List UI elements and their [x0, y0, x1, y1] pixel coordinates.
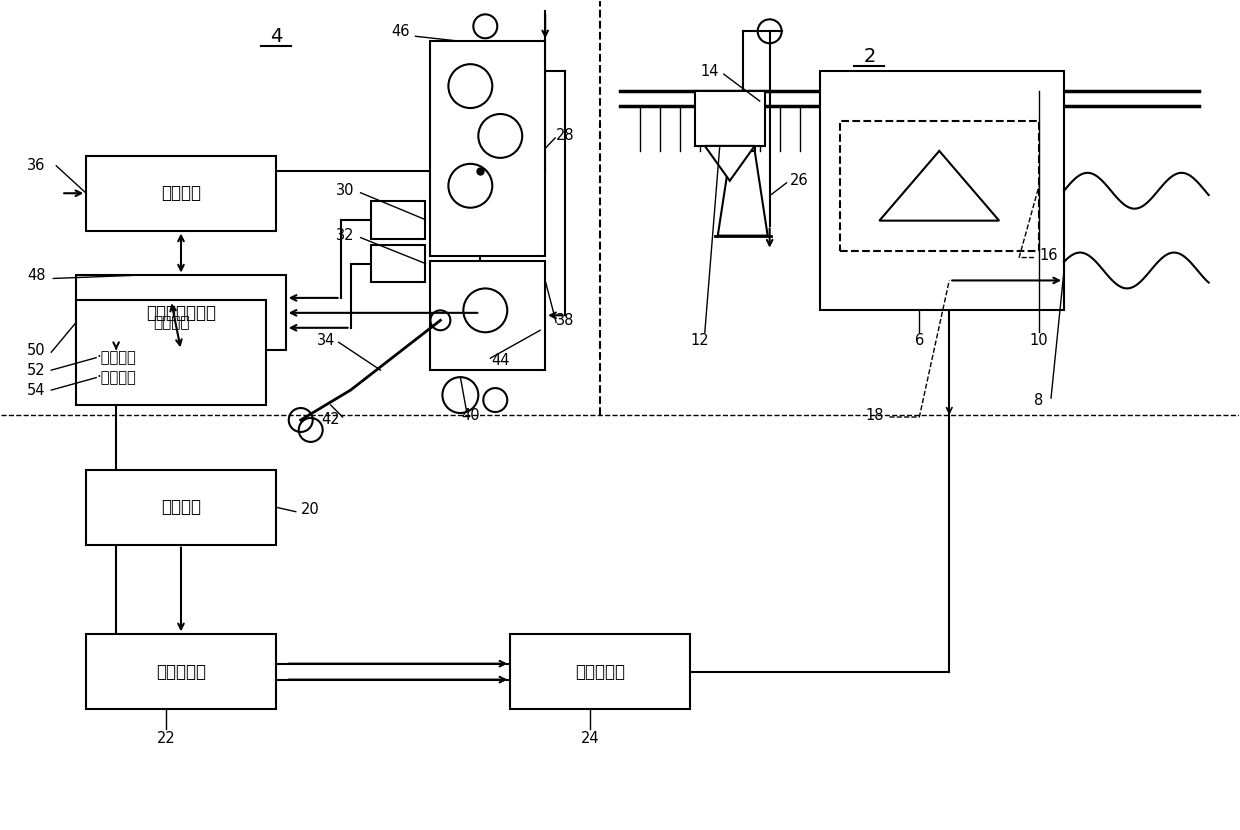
Text: 2: 2 [863, 46, 875, 66]
Bar [694, 91, 765, 146]
Text: 22: 22 [156, 731, 175, 746]
Text: 38: 38 [556, 313, 574, 328]
Text: 校正量决定单元: 校正量决定单元 [146, 304, 216, 322]
Bar [371, 201, 425, 238]
Text: 36: 36 [27, 159, 46, 173]
Bar [820, 71, 1064, 310]
Text: 10: 10 [1029, 333, 1048, 348]
Text: 编织数据: 编织数据 [161, 498, 201, 516]
Text: 8: 8 [1034, 393, 1044, 408]
Text: 28: 28 [556, 129, 574, 144]
Text: 44: 44 [491, 353, 510, 368]
Text: 6: 6 [915, 333, 924, 348]
Text: 34: 34 [316, 333, 335, 348]
Bar [371, 245, 425, 282]
Bar [76, 276, 285, 350]
Bar [430, 261, 546, 370]
Text: 50: 50 [27, 343, 46, 358]
Text: 12: 12 [691, 333, 709, 348]
Bar [430, 42, 546, 256]
Polygon shape [704, 146, 755, 181]
Text: ·拉伸参数: ·拉伸参数 [97, 370, 136, 385]
Text: 4: 4 [269, 27, 281, 46]
Bar [76, 300, 265, 405]
Bar [839, 121, 1039, 251]
Text: 16: 16 [1040, 248, 1058, 263]
Text: 18: 18 [866, 408, 884, 422]
Text: 行走电动机: 行走电动机 [575, 662, 625, 681]
Text: 14: 14 [701, 64, 719, 79]
Text: 24: 24 [580, 731, 599, 746]
Bar [87, 156, 275, 231]
Text: 40: 40 [461, 408, 480, 422]
Text: 20: 20 [301, 502, 320, 517]
Bar [730, 141, 755, 151]
Text: 30: 30 [336, 183, 355, 198]
Text: 46: 46 [392, 24, 409, 39]
Polygon shape [718, 151, 768, 236]
Text: 校正参数: 校正参数 [153, 315, 190, 330]
Text: 52: 52 [27, 363, 46, 378]
Text: 54: 54 [27, 383, 46, 398]
Text: ·收缩参数: ·收缩参数 [97, 350, 136, 365]
Bar [510, 634, 689, 709]
Text: 48: 48 [27, 268, 46, 283]
Polygon shape [879, 151, 999, 221]
Bar [87, 634, 275, 709]
Text: 26: 26 [790, 173, 808, 188]
Text: 控制单元: 控制单元 [161, 184, 201, 203]
Text: 32: 32 [336, 228, 355, 243]
Bar [87, 470, 275, 544]
Text: 42: 42 [321, 413, 340, 427]
Text: 编织控制器: 编织控制器 [156, 662, 206, 681]
